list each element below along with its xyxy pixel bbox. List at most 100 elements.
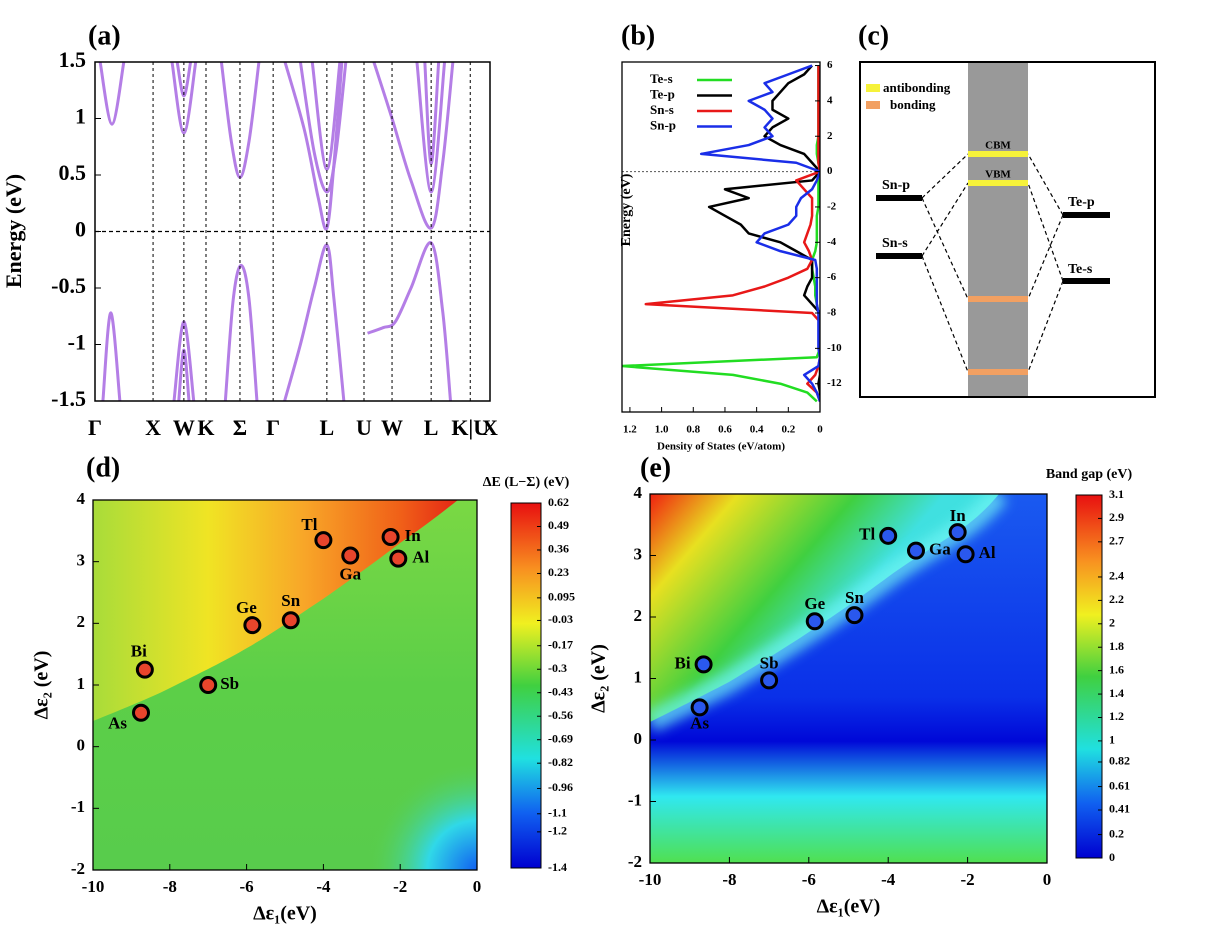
element-point (314, 531, 333, 550)
plot-layer (622, 64, 820, 403)
element-point (389, 549, 408, 568)
band-line (372, 62, 455, 230)
level-label: CBM (985, 140, 1011, 152)
element-point (694, 655, 713, 674)
x-tick-label: 0 (473, 877, 482, 896)
band-line (283, 243, 346, 401)
x-tick-label: Γ (88, 415, 102, 440)
bonding-level (866, 101, 880, 109)
level-label: Te-s (1068, 262, 1093, 277)
x-tick-label: 1.0 (655, 424, 669, 436)
element-point (760, 671, 779, 690)
element-point (132, 703, 150, 722)
band-line (423, 62, 441, 166)
y-axis-label: Energy (eV) (1, 174, 26, 288)
plot-frame (621, 61, 821, 413)
x-axis-label: Density of States (eV/atom) (657, 441, 785, 453)
y-tick-label: 0.5 (59, 160, 87, 185)
y-tick-label: 1 (77, 674, 86, 693)
x-tick-label: -8 (163, 877, 177, 896)
colorbar-tick-label: -0.96 (548, 780, 573, 794)
legend-label: Te-p (650, 86, 675, 101)
y-tick-label: 1.5 (59, 47, 87, 72)
colorbar-tick-label: -0.82 (548, 755, 573, 769)
x-tick-label: W (381, 415, 403, 440)
colorbar-tick-label: 2 (1109, 616, 1115, 630)
band-line (367, 241, 452, 401)
x-tick-label: K|U (451, 415, 489, 440)
y-tick-label: 2 (827, 130, 833, 142)
point-label: Tl (859, 525, 875, 544)
x-tick-label: 0 (817, 424, 823, 436)
y-tick-label: 4 (827, 94, 833, 106)
plot-layer (98, 62, 455, 401)
element-point (906, 541, 925, 560)
y-tick-label: -1.5 (51, 386, 86, 411)
colorbar-tick-label: -0.69 (548, 731, 573, 745)
antibonding-level (866, 84, 880, 92)
band-line (415, 62, 447, 194)
colorbar-title: ΔE (L−Σ) (eV) (483, 475, 570, 490)
y-tick-label: 1 (75, 104, 86, 129)
level-label: Sn-p (882, 178, 910, 193)
level-label: VBM (985, 169, 1011, 181)
x-tick-label: -6 (802, 870, 816, 889)
legend-label: Sn-p (650, 117, 676, 132)
colorbar-tick-label: 2.7 (1109, 534, 1124, 548)
panel-label: (d) (86, 452, 120, 483)
legend-label: antibonding (883, 80, 951, 95)
colorbar-title: Band gap (eV) (1046, 467, 1133, 482)
colorbar (510, 502, 542, 869)
colorbar-tick-label: -0.17 (548, 637, 573, 651)
x-tick-label: L (320, 415, 335, 440)
element-point (199, 676, 218, 694)
x-tick-label: 0.2 (781, 424, 795, 436)
element-point (135, 660, 154, 679)
y-tick-label: -2 (628, 852, 642, 871)
level-label: Sn-s (882, 236, 908, 251)
x-tick-label: X (482, 415, 498, 440)
colorbar-tick-label: 2.2 (1109, 592, 1124, 606)
x-axis-label: Δε₁(eV) (253, 903, 317, 925)
colorbar-tick-label: 0.095 (548, 590, 575, 604)
level-label: Te-p (1068, 195, 1095, 210)
colorbar-tick-label: 1.8 (1109, 639, 1124, 653)
y-tick-label: -2 (827, 200, 837, 212)
y-tick-label: -2 (71, 859, 85, 878)
colorbar-tick-label: 0.41 (1109, 802, 1130, 816)
x-tick-label: -2 (961, 870, 975, 889)
y-tick-label: -0.5 (51, 273, 86, 298)
y-tick-label: 0 (634, 729, 643, 748)
colorbar-tick-label: 3.1 (1109, 487, 1124, 501)
y-tick-label: -6 (827, 271, 837, 283)
point-label: In (950, 506, 967, 525)
colorbar-tick-label: 1.6 (1109, 662, 1124, 676)
y-tick-label: 4 (77, 489, 86, 508)
x-tick-label: 0.8 (686, 424, 700, 436)
x-tick-label: K (197, 415, 214, 440)
colorbar-tick-label: 2.4 (1109, 569, 1124, 583)
element-point (948, 523, 967, 542)
point-label: As (690, 713, 709, 732)
dos-line (644, 65, 820, 402)
colorbar-tick-label: 2.9 (1109, 510, 1124, 524)
colorbar-tick-label: -0.3 (548, 661, 567, 675)
element-point (690, 698, 709, 717)
colorbar-tick-label: 0.49 (548, 518, 569, 532)
x-tick-label: Γ (266, 415, 280, 440)
point-label: In (405, 526, 422, 545)
element-point (381, 528, 400, 546)
y-tick-label: -10 (827, 342, 842, 354)
colorbar-tick-label: 1.2 (1109, 709, 1124, 723)
y-tick-label: -8 (827, 307, 837, 319)
y-axis-label: Energy (eV) (619, 173, 634, 246)
band-line (175, 62, 193, 98)
y-tick-label: 0 (827, 165, 833, 177)
panel-label: (c) (858, 20, 889, 51)
element-point (845, 606, 864, 625)
point-label: Al (979, 543, 996, 562)
colorbar-tick-label: 1.4 (1109, 686, 1124, 700)
colorbar-tick-label: 0.61 (1109, 778, 1130, 792)
x-tick-label: -10 (639, 870, 662, 889)
